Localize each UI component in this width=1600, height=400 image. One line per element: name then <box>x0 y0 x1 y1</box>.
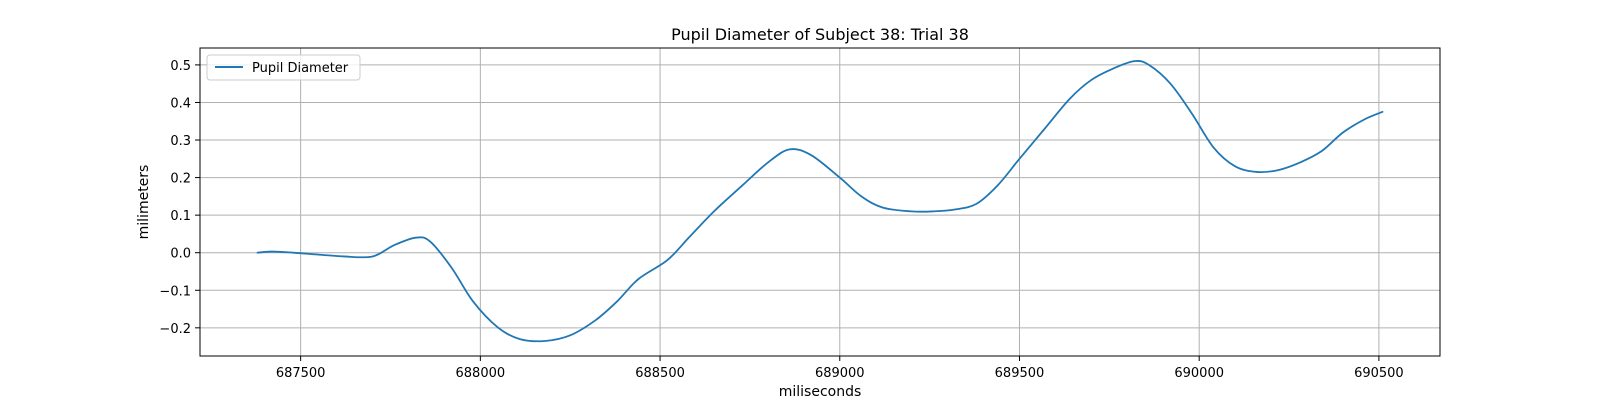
chart-title: Pupil Diameter of Subject 38: Trial 38 <box>671 25 969 44</box>
y-tick-label: 0.2 <box>170 172 191 187</box>
x-axis-ticks: 687500 688000 688500 689000 689500 690000 6905… <box>276 356 1404 381</box>
x-axis-label: miliseconds <box>779 384 862 400</box>
x-tick-label: 690000 <box>1174 366 1224 381</box>
y-tick-label: 0.5 <box>170 59 191 74</box>
y-axis-ticks: −0.2 −0.1 0.0 0.1 0.2 0.3 0.4 0.5 <box>159 59 200 337</box>
x-tick-label: 689000 <box>815 366 865 381</box>
series-line-pupil-diameter <box>256 60 1384 343</box>
y-tick-label: 0.3 <box>170 134 191 149</box>
y-tick-label: −0.2 <box>159 322 191 337</box>
plot-border <box>199 47 1441 357</box>
plot-area <box>200 48 1440 356</box>
legend-label: Pupil Diameter <box>252 61 349 76</box>
x-tick-label: 688500 <box>635 366 685 381</box>
y-tick-label: 0.1 <box>170 209 191 224</box>
x-tick-label: 687500 <box>276 366 326 381</box>
legend-box <box>206 54 361 81</box>
legend: Pupil Diameter <box>206 54 361 81</box>
series-layer <box>256 60 1384 343</box>
x-tick-label: 690500 <box>1354 366 1404 381</box>
y-tick-label: 0.0 <box>170 247 191 262</box>
grid-lines <box>200 48 1440 356</box>
x-tick-label: 689500 <box>995 366 1045 381</box>
y-axis-label: milimeters <box>136 165 152 240</box>
y-tick-label: −0.1 <box>159 284 191 299</box>
x-tick-label: 688000 <box>456 366 506 381</box>
y-tick-label: 0.4 <box>170 96 191 111</box>
